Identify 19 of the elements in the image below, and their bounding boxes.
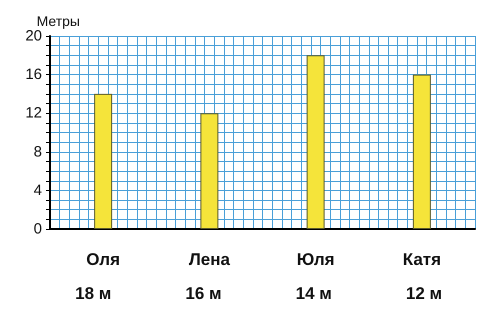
x-tick-label: Оля [86, 250, 120, 269]
y-tick-label: 20 [25, 28, 42, 44]
x-tick-label: Катя [402, 250, 442, 269]
y-axis-title: Метры [36, 13, 80, 29]
text: 18 м [75, 284, 112, 303]
x-tick-label: Юля [296, 250, 335, 269]
text: 14 м [296, 284, 332, 303]
y-tick-label: 4 [34, 182, 42, 199]
bar [200, 113, 218, 229]
bar [412, 74, 431, 229]
y-tick-label: 16 [25, 66, 42, 84]
text: 16 м [185, 284, 222, 303]
y-tick-label: 0 [34, 220, 42, 238]
y-tick-label: 8 [34, 143, 42, 160]
text: 12 м [406, 284, 442, 303]
y-tick-label: 12 [25, 104, 42, 122]
bar [306, 55, 325, 229]
bar [94, 94, 112, 229]
x-tick-label: Лена [188, 250, 230, 269]
